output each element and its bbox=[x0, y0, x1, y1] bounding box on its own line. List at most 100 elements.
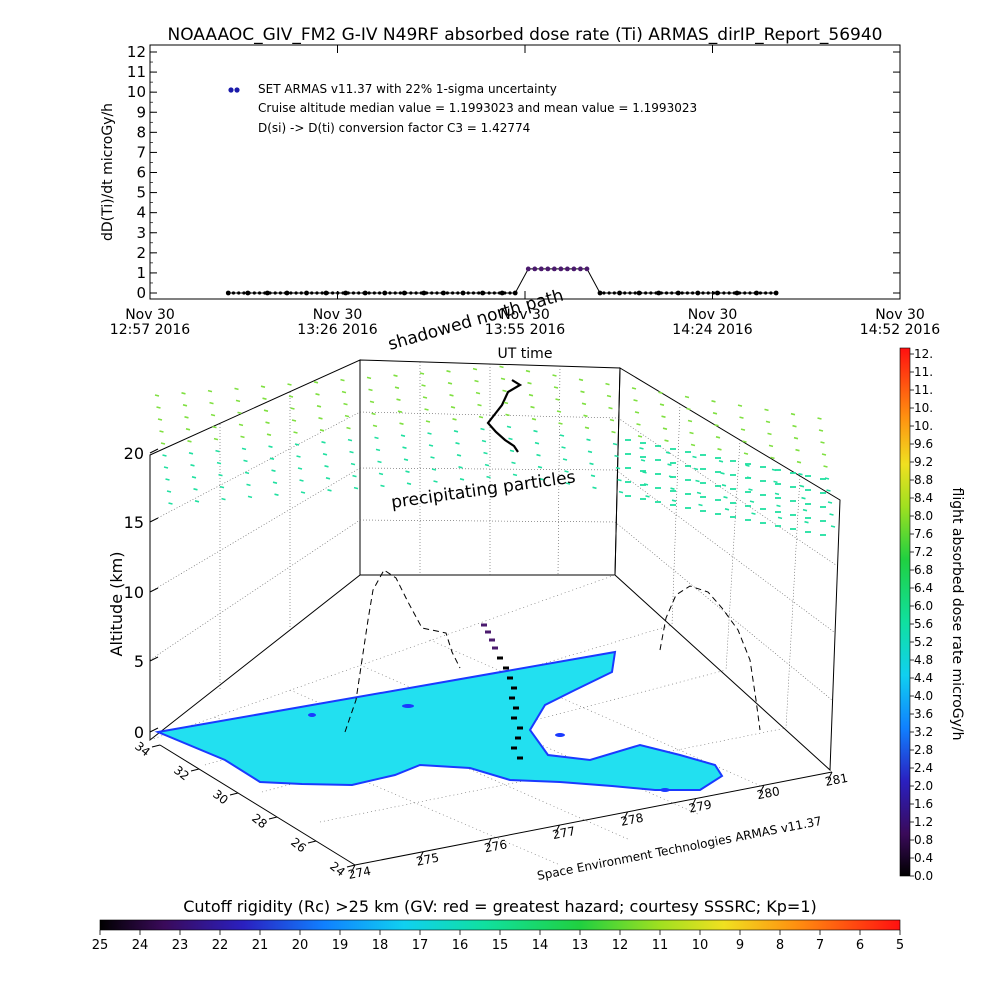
particle-mark bbox=[829, 513, 834, 516]
rc-tick-label: 11 bbox=[652, 938, 669, 953]
particle-mark bbox=[430, 456, 435, 459]
particle-mark bbox=[689, 431, 694, 435]
particle-mark bbox=[499, 365, 504, 369]
particle-mark bbox=[293, 431, 298, 434]
x-tick-time: 13:55 2016 bbox=[485, 322, 566, 338]
particle-mark bbox=[502, 389, 507, 393]
particle-mark bbox=[190, 464, 195, 467]
y-tick-label: 2 bbox=[136, 244, 146, 262]
particle-mark bbox=[687, 419, 693, 423]
particle-mark bbox=[313, 381, 319, 384]
data-point bbox=[696, 291, 700, 295]
data-point bbox=[564, 266, 570, 272]
particle-mark bbox=[795, 448, 800, 452]
dose-tick-label: 6.8 bbox=[914, 563, 933, 577]
data-point bbox=[341, 291, 345, 295]
lat-tick-mark bbox=[268, 816, 278, 820]
lon-axis-line bbox=[354, 771, 833, 866]
data-point bbox=[654, 291, 658, 295]
data-point bbox=[310, 291, 314, 295]
z-tick-mark bbox=[149, 517, 159, 523]
particle-mark bbox=[642, 471, 647, 474]
particle-mark bbox=[296, 455, 301, 458]
particle-mark bbox=[297, 467, 303, 470]
particle-mark bbox=[773, 480, 778, 484]
particle-mark bbox=[645, 495, 650, 498]
data-point bbox=[421, 290, 427, 296]
top-y-label: dD(Ti)/dt microGy/h bbox=[100, 103, 116, 241]
particle-mark bbox=[612, 442, 618, 446]
particle-mark bbox=[561, 446, 566, 449]
particle-mark bbox=[552, 374, 557, 377]
data-point bbox=[367, 291, 371, 295]
particle-mark bbox=[374, 436, 379, 440]
data-point bbox=[774, 291, 778, 295]
particle-mark bbox=[366, 376, 372, 380]
x-tick-time: 12:57 2016 bbox=[110, 322, 191, 338]
data-point bbox=[440, 291, 444, 295]
data-point bbox=[284, 291, 288, 295]
dose-tick-label: 7.2 bbox=[914, 545, 933, 559]
data-point bbox=[278, 291, 283, 295]
particle-mark bbox=[584, 426, 590, 430]
data-point bbox=[362, 291, 366, 295]
data-point bbox=[247, 291, 251, 295]
dose-tick-label: 5.2 bbox=[914, 635, 933, 649]
particle-mark bbox=[456, 454, 462, 457]
particle-mark bbox=[505, 413, 510, 417]
particle-mark bbox=[166, 490, 172, 493]
x-tick-time: 13:26 2016 bbox=[297, 322, 378, 338]
data-point bbox=[343, 290, 349, 296]
particle-mark bbox=[350, 462, 356, 466]
dose-colorbar-label: flight absorbed dose rate microGy/h bbox=[949, 488, 965, 741]
data-point bbox=[435, 291, 439, 295]
flight-track-upper bbox=[486, 379, 523, 453]
data-point bbox=[545, 266, 551, 272]
lat-tick-label: 26 bbox=[288, 835, 309, 855]
particle-mark bbox=[525, 369, 531, 373]
data-point bbox=[237, 291, 241, 295]
particle-mark bbox=[712, 412, 718, 415]
particle-mark bbox=[327, 489, 332, 492]
z-tick-mark bbox=[149, 656, 159, 662]
particle-mark bbox=[291, 419, 297, 422]
particle-mark bbox=[776, 504, 781, 508]
lat-tick-mark bbox=[229, 792, 239, 796]
data-point bbox=[477, 291, 481, 295]
particle-mark bbox=[614, 454, 619, 458]
particle-mark bbox=[821, 453, 827, 456]
lon-tick-label: 277 bbox=[551, 824, 576, 842]
particle-mark bbox=[715, 436, 721, 439]
particle-mark bbox=[745, 464, 750, 467]
z-tick-label: 20 bbox=[124, 444, 144, 463]
x-tick-time: 14:24 2016 bbox=[672, 322, 753, 338]
particle-mark bbox=[405, 470, 410, 473]
data-point bbox=[320, 291, 324, 295]
particle-mark bbox=[802, 508, 808, 512]
particle-mark bbox=[343, 402, 348, 406]
data-point bbox=[743, 291, 747, 295]
flight-track-marker bbox=[509, 696, 515, 700]
particle-mark bbox=[737, 404, 743, 407]
particle-mark bbox=[194, 500, 200, 503]
particle-mark bbox=[684, 395, 690, 399]
rc-tick-label: 9 bbox=[736, 938, 744, 953]
data-point bbox=[336, 291, 340, 295]
particle-mark bbox=[406, 482, 412, 485]
lon-tick-label: 279 bbox=[688, 797, 713, 815]
dose-tick-label: 4.0 bbox=[914, 689, 933, 703]
particle-mark bbox=[477, 403, 482, 407]
particle-mark bbox=[380, 484, 385, 488]
particle-mark bbox=[718, 460, 724, 463]
dose-tick-label: 11. bbox=[914, 365, 933, 379]
dose-tick-label: 10. bbox=[914, 401, 933, 415]
particle-mark bbox=[325, 477, 331, 480]
particle-mark bbox=[586, 438, 591, 442]
dose-tick-label: 1.2 bbox=[914, 815, 933, 829]
particle-mark bbox=[428, 444, 434, 447]
y-tick-label: 10 bbox=[127, 83, 146, 101]
data-point bbox=[691, 291, 695, 295]
particle-mark bbox=[827, 501, 833, 504]
